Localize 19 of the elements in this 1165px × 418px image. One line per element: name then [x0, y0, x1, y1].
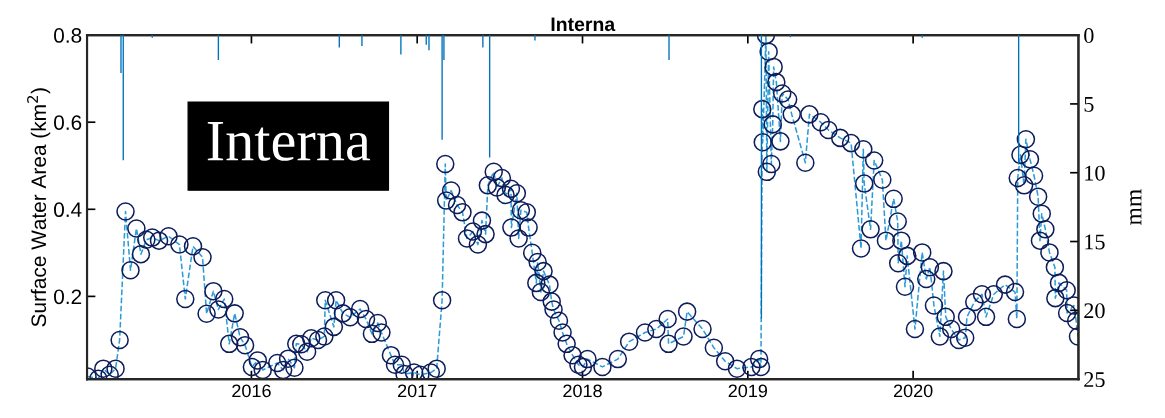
y-tick-label: 0.8 — [54, 28, 82, 43]
y2-tick-label: 25 — [1084, 372, 1105, 388]
y2-tick-label: 20 — [1084, 303, 1105, 319]
x-tick-label: 2018 — [563, 384, 602, 398]
chart-title: Interna — [551, 17, 616, 32]
x-tick-label: 2019 — [728, 384, 768, 398]
y-tick-label: 0.6 — [54, 115, 82, 130]
y2-axis-title: mm — [1130, 189, 1142, 225]
y2-tick-label: 5 — [1084, 97, 1094, 112]
annotation: Interna — [207, 122, 371, 161]
y-tick-label: 0.4 — [54, 202, 82, 218]
x-tick-label: 2017 — [398, 384, 437, 398]
y2-tick-label: 0 — [1084, 28, 1094, 44]
y-axis-title: Surface Water Area (km$^{2}$) — [27, 88, 51, 327]
x-tick-label: 2016 — [232, 384, 271, 398]
x-tick-label: 2020 — [893, 384, 933, 398]
y-tick-label: 0.2 — [54, 289, 82, 305]
y2-tick-label: 15 — [1085, 234, 1105, 250]
y2-tick-label: 10 — [1085, 165, 1105, 181]
